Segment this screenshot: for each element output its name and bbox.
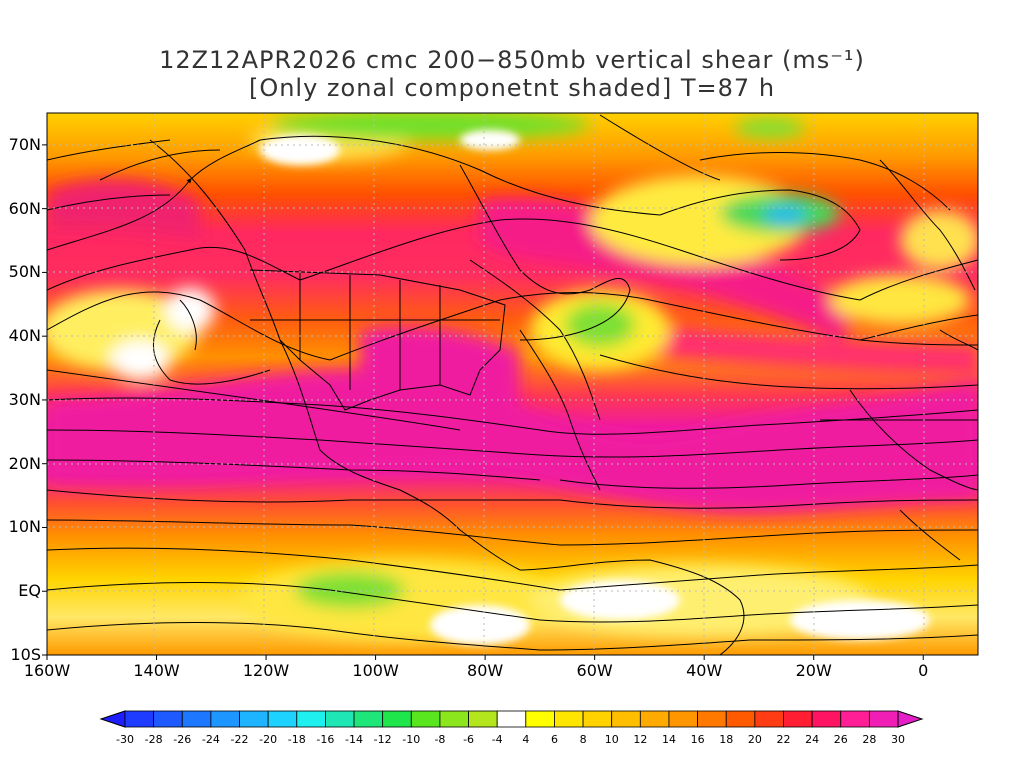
colorbar-level: -26 <box>173 733 192 746</box>
colorbar-level: 20 <box>747 733 762 746</box>
chart-title: 12Z12APR2026 cmc 200−850mb vertical shea… <box>159 46 865 74</box>
colorbar-swatch <box>840 710 870 728</box>
colorbar-swatch <box>697 710 727 728</box>
chart-subtitle: [Only zonal componetnt shaded] T=87 h <box>248 74 776 102</box>
lat-label: 40N <box>8 326 41 346</box>
colorbar-level: -18 <box>287 733 306 746</box>
colorbar-swatch <box>611 710 641 728</box>
colorbar-level: 16 <box>690 733 705 746</box>
lat-label: EQ <box>18 581 41 601</box>
colorbar-swatch <box>153 710 183 728</box>
colorbar-swatch <box>382 710 412 728</box>
shaded-field <box>47 113 978 655</box>
graticule <box>47 113 978 655</box>
colorbar-swatch <box>325 710 355 728</box>
lat-label: 30N <box>8 389 41 409</box>
colorbar-swatch <box>267 710 298 728</box>
lat-label: 20N <box>8 453 41 473</box>
lon-label: 100W <box>352 661 399 680</box>
lon-label: 20W <box>795 661 832 680</box>
colorbar-swatch <box>554 710 584 728</box>
colorbar-swatch <box>181 710 212 728</box>
colorbar-level: 30 <box>891 733 905 746</box>
colorbar-level: 10 <box>604 733 619 746</box>
colorbar-level: -20 <box>259 733 278 746</box>
colorbar-swatch <box>296 710 326 728</box>
colorbar-swatch <box>582 710 613 728</box>
colorbar-swatch <box>783 710 813 728</box>
colorbar-level: 22 <box>776 733 791 746</box>
colorbar-swatch <box>668 710 698 728</box>
colorbar-level: -10 <box>402 733 421 746</box>
lat-label: 10N <box>8 517 41 537</box>
colorbar-level: -8 <box>434 733 446 746</box>
colorbar-level: -24 <box>201 733 220 746</box>
colorbar-level: 26 <box>833 733 848 746</box>
colorbar-level: 6 <box>550 733 558 746</box>
colorbar-swatch <box>124 710 155 728</box>
coastlines <box>149 114 978 655</box>
lon-label: 140W <box>133 661 180 680</box>
colorbar-arrow-low <box>99 710 126 728</box>
colorbar-level: -30 <box>116 733 134 746</box>
lon-label: 160W <box>23 661 71 680</box>
colorbar-swatch <box>525 710 555 728</box>
colorbar-swatch <box>353 710 384 728</box>
axis-ticks <box>42 144 924 660</box>
colorbar-swatch <box>868 710 899 728</box>
lon-label: 40W <box>686 661 723 680</box>
colorbar-level: 14 <box>661 733 676 746</box>
colorbar-level: -16 <box>316 733 335 746</box>
colorbar-level: -6 <box>463 733 475 746</box>
lon-label: 60W <box>576 661 613 680</box>
colorbar-level: 28 <box>862 733 877 746</box>
colorbar-swatch <box>496 710 527 728</box>
colorbar-swatch <box>210 710 240 728</box>
lat-label: 60N <box>8 198 41 218</box>
lat-label: 50N <box>8 262 41 282</box>
colorbar-level: -4 <box>491 733 503 746</box>
colorbar-level: 4 <box>522 733 530 746</box>
colorbar-level: 12 <box>633 733 648 746</box>
colorbar-swatch <box>239 710 269 728</box>
colorbar-arrow-high <box>897 710 924 728</box>
colorbar-swatch <box>754 710 784 728</box>
colorbar-swatch <box>725 710 756 728</box>
colorbar-level: -12 <box>373 733 392 746</box>
colorbar-swatch <box>639 710 670 728</box>
colorbar-level: 24 <box>805 733 820 746</box>
colorbar-swatch <box>410 710 441 728</box>
colorbar-swatch <box>811 710 842 728</box>
colorbar-level: -28 <box>144 733 163 746</box>
lat-label: 70N <box>8 134 41 154</box>
colorbar-swatch <box>468 710 498 728</box>
colorbar-level: -22 <box>230 733 249 746</box>
colorbar-level: -14 <box>345 733 364 746</box>
streamlines <box>47 135 978 651</box>
lon-label: 0 <box>918 661 929 680</box>
map-frame <box>46 112 979 656</box>
lon-label: 120W <box>242 661 290 680</box>
colorbar-level: 18 <box>719 733 734 746</box>
colorbar-swatch <box>439 710 469 728</box>
lat-label: 10S <box>10 645 41 664</box>
lon-label: 80W <box>467 661 504 680</box>
colorbar-level: 8 <box>579 733 587 746</box>
